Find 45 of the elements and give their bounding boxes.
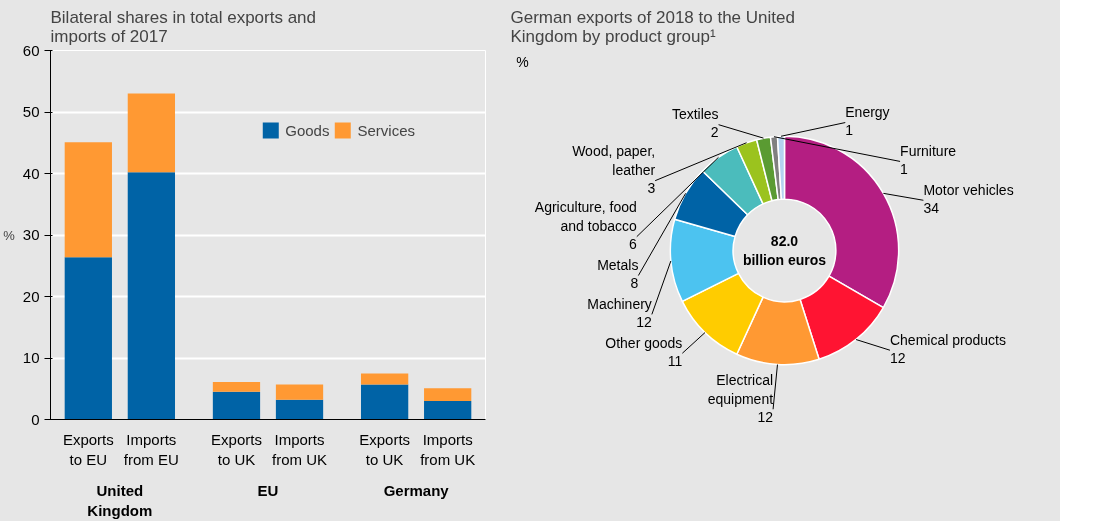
y-tick-label: 0 [31, 410, 40, 428]
data-label: 3 [647, 179, 656, 196]
slice-label: Chemical products [889, 331, 1006, 348]
slice-label: Electrical equipment [707, 371, 774, 407]
y-tick-label: 40 [22, 164, 40, 182]
data-label: 1 [900, 160, 909, 177]
text: 82.0 billion euros [742, 232, 827, 269]
slice-label: Furniture [900, 143, 957, 160]
x-tick-label: Imports from EU [123, 430, 179, 468]
data-label: 1 [845, 121, 854, 138]
slice-label: Agriculture, food and tobacco [534, 199, 637, 235]
legend-label: Goods [285, 121, 330, 139]
slice-label: Textiles [671, 106, 719, 123]
slice-label: Metals [597, 257, 639, 274]
y-axis-title: % [516, 53, 529, 70]
data-label: 6 [628, 235, 637, 252]
slice-label: Wood, paper, leather [572, 143, 656, 179]
y-tick-label: 20 [22, 287, 40, 305]
slice-label: Other goods [605, 334, 683, 351]
chart-title: Bilateral shares in total exports and imports of 2017 [50, 7, 317, 46]
y-tick-label: 30 [22, 226, 40, 243]
x-tick-label: Exports to UK [211, 430, 262, 468]
data-label: 34 [923, 199, 940, 216]
data-label: 2 [710, 123, 719, 140]
data-label: 11 [667, 352, 683, 369]
x-tick-label: Exports to UK [359, 430, 411, 468]
text: % [3, 227, 16, 243]
legend-label: Services [357, 121, 415, 139]
y-tick-label: 60 [22, 41, 40, 59]
y-tick-label: 50 [22, 103, 40, 120]
data-label: 12 [889, 349, 906, 366]
x-tick-label: Imports from UK [272, 430, 328, 468]
data-label: 8 [630, 274, 639, 291]
text: Germany [383, 481, 450, 499]
data-label: 12 [757, 408, 774, 425]
slice-label: Motor vehicles [923, 181, 1014, 198]
x-tick-label: Imports from UK [420, 430, 476, 468]
y-tick-label: 10 [22, 349, 40, 366]
data-label: 12 [636, 313, 653, 330]
text: EU [257, 481, 279, 499]
x-tick-label: Exports to EU [62, 430, 114, 468]
text: United Kingdom [87, 481, 153, 519]
slice-label: Energy [845, 104, 890, 121]
chart-title: German exports of 2018 to the United Kingdom by product group¹ [510, 7, 795, 46]
slice-label: Machinery [587, 296, 652, 313]
